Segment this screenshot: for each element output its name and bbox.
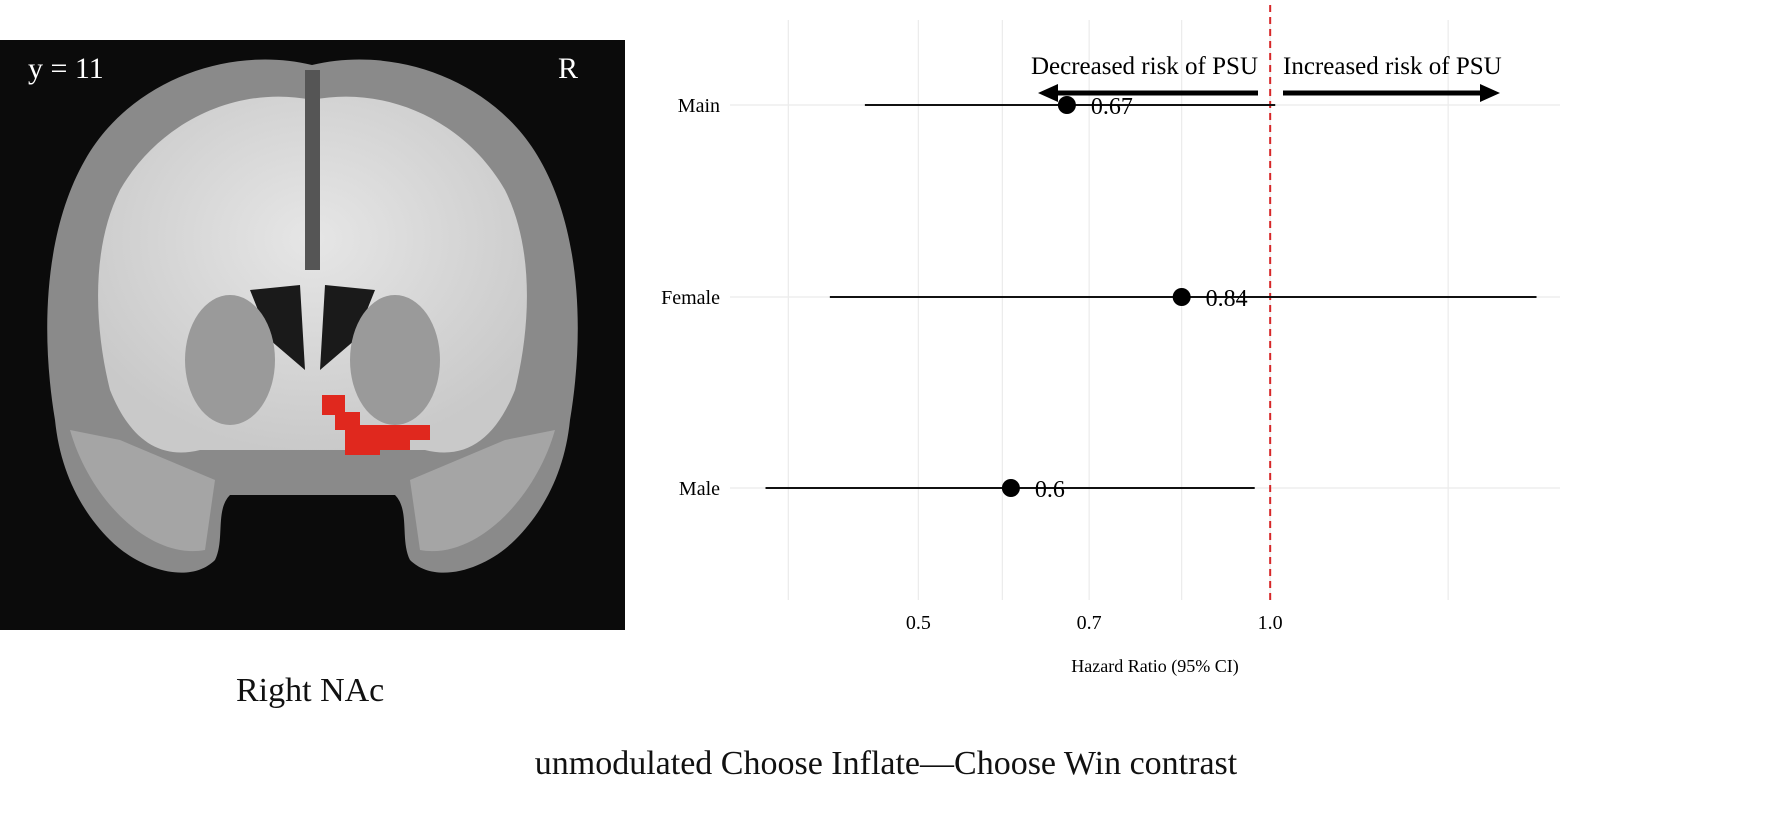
- temporal-lobes: [70, 430, 555, 552]
- hemisphere-label: R: [558, 52, 579, 85]
- right-striatum: [350, 295, 440, 425]
- x-tick-label: 0.7: [1077, 612, 1102, 634]
- point-estimate: [1001, 479, 1020, 497]
- decreased-risk-label: Decreased risk of PSU: [1031, 53, 1258, 80]
- left-striatum: [185, 295, 275, 425]
- plot-rows: Main 0.67 Female 0.84 Male 0.6: [661, 94, 1537, 503]
- x-axis-ticks: 0.5 0.7 1.0: [906, 612, 1283, 634]
- nac-highlight: [322, 395, 430, 455]
- row-label: Female: [661, 287, 720, 309]
- x-tick-label: 0.5: [906, 612, 931, 634]
- x-tick-label: 1.0: [1258, 612, 1283, 634]
- increased-risk-label: Increased risk of PSU: [1283, 53, 1502, 80]
- left-arrow-head-icon: [1038, 84, 1058, 102]
- estimate-label: 0.67: [1091, 94, 1133, 120]
- right-arrow-head-icon: [1480, 84, 1500, 102]
- point-estimate: [1057, 96, 1076, 114]
- figure-caption: unmodulated Choose Inflate—Choose Win co…: [0, 745, 1772, 783]
- risk-annotations: Decreased risk of PSU Increased risk of P…: [1031, 53, 1502, 102]
- midline: [305, 70, 320, 270]
- caption-text: unmodulated Choose Inflate—Choose Win co…: [534, 745, 1238, 782]
- estimate-label: 0.84: [1206, 286, 1248, 312]
- estimate-label: 0.6: [1035, 477, 1065, 503]
- brain-coronal-slice: [47, 59, 578, 573]
- row-label: Main: [678, 95, 720, 117]
- point-estimate: [1172, 288, 1191, 306]
- x-axis-label: Hazard Ratio (95% CI): [1071, 656, 1238, 677]
- region-label: Right NAc: [236, 672, 385, 709]
- brain-slice-image: y = 11 R: [0, 40, 625, 630]
- slice-coordinate-label: y = 11: [28, 52, 104, 85]
- ventricles: [250, 285, 375, 370]
- row-label: Male: [679, 478, 720, 500]
